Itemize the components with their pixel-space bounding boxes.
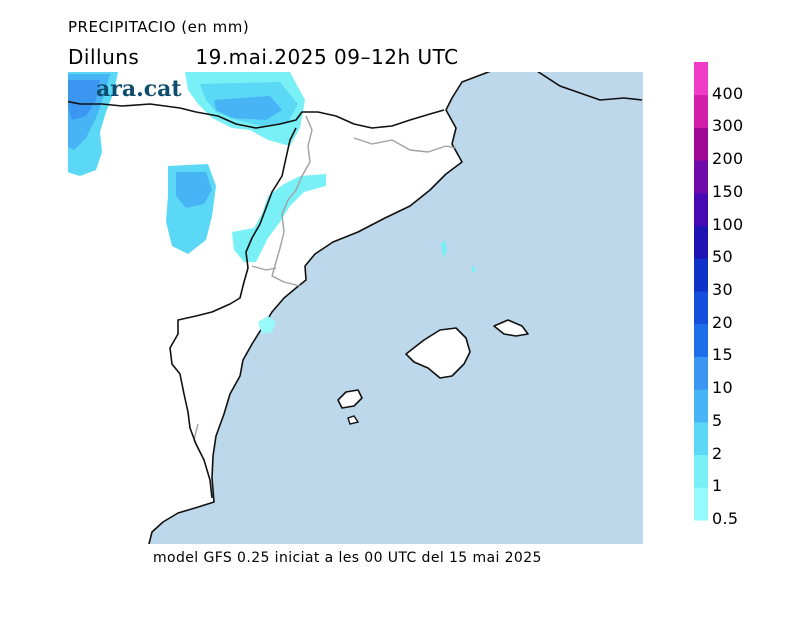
legend-label: 100 [712, 214, 744, 234]
legend-swatch [694, 192, 708, 227]
legend-swatch [694, 258, 708, 292]
legend-swatch [694, 323, 708, 357]
region-borders [193, 115, 457, 453]
legend-label: 0.5 [712, 509, 739, 528]
menorca [493, 319, 529, 337]
legend-swatch [694, 94, 708, 128]
day-label: Dilluns [68, 45, 140, 69]
formentera [347, 415, 360, 425]
legend-swatch [694, 389, 708, 423]
legend-swatch [694, 356, 708, 390]
legend-label: 300 [712, 116, 744, 136]
precip-patch-northwest [68, 72, 118, 176]
chart-title: PRECIPITACIO (en mm) [68, 18, 250, 36]
legend-label: 200 [712, 149, 744, 169]
mallorca [405, 327, 471, 379]
ibiza [337, 389, 363, 409]
legend-swatch [694, 421, 708, 456]
legend-swatch [694, 487, 708, 521]
chart-subtitle: Dilluns 19.mai.2025 09–12h UTC [68, 45, 459, 69]
precip-patch-coast [258, 240, 475, 334]
precip-patch-aragon [166, 164, 216, 254]
legend-label: 15 [712, 345, 733, 365]
legend-label: 30 [712, 280, 733, 299]
legend-label: 50 [712, 247, 733, 267]
legend-swatch [694, 127, 708, 161]
legend-label: 2 [712, 443, 723, 463]
legend-label: 5 [712, 410, 723, 430]
legend-swatch [694, 454, 708, 488]
legend-label: 1 [712, 476, 723, 496]
datetime-label: 19.mai.2025 09–12h UTC [195, 45, 459, 69]
legend-swatch [694, 291, 708, 325]
legend-label: 10 [712, 378, 733, 398]
legend-label: 150 [712, 181, 744, 201]
brand-logo: ara.cat [96, 76, 182, 102]
legend-colorbar [694, 62, 708, 521]
precip-patch-pyrenees [185, 72, 305, 146]
legend-swatch [694, 62, 708, 96]
legend-label: 20 [712, 312, 733, 332]
legend-swatch [694, 160, 708, 194]
legend-swatch [694, 225, 708, 259]
model-footer: model GFS 0.25 iniciat a les 00 UTC del … [153, 550, 542, 566]
legend-label: 400 [712, 83, 744, 103]
precip-patch-ebro [232, 174, 326, 262]
